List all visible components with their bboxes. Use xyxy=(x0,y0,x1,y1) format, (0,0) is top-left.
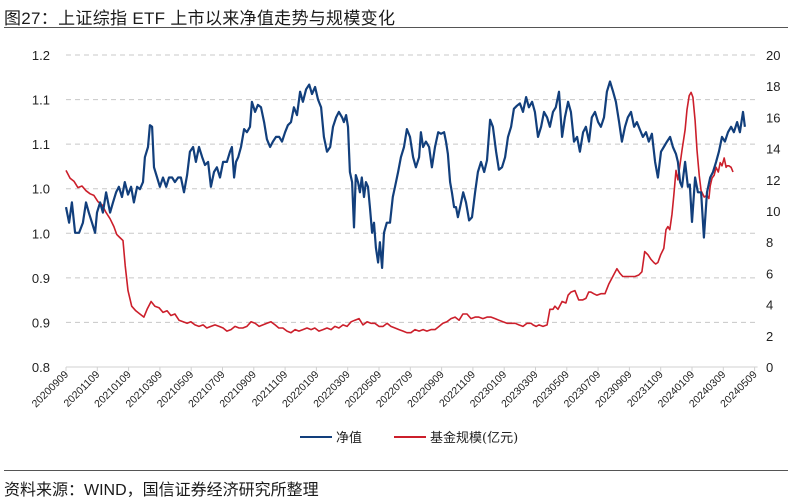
svg-text:2: 2 xyxy=(766,329,773,344)
title-divider xyxy=(4,27,788,28)
svg-text:1.1: 1.1 xyxy=(32,93,50,108)
svg-text:10: 10 xyxy=(766,204,780,219)
nav-series-line xyxy=(64,80,746,269)
x-axis-labels: 2020090920201109202101092021030920210509… xyxy=(30,369,760,411)
svg-text:0.9: 0.9 xyxy=(32,315,50,330)
svg-text:18: 18 xyxy=(766,79,780,94)
legend-swatch-fund-scale xyxy=(394,435,427,438)
svg-text:8: 8 xyxy=(766,235,773,250)
svg-text:1.0: 1.0 xyxy=(32,226,50,241)
svg-text:6: 6 xyxy=(766,266,773,281)
chart-legend: 净值 基金规模(亿元) xyxy=(300,427,540,446)
grid-lines xyxy=(66,54,758,323)
legend-item-nav: 净值 xyxy=(300,427,362,446)
left-y-axis-labels: 1.2 1.1 1.1 1.0 1.0 0.9 0.9 0.8 xyxy=(32,48,50,375)
figure-title: 图27：上证综指 ETF 上市以来净值走势与规模变化 xyxy=(4,9,396,28)
svg-text:0: 0 xyxy=(766,360,773,375)
svg-text:20: 20 xyxy=(766,48,780,63)
svg-text:0.9: 0.9 xyxy=(32,271,50,286)
svg-text:14: 14 xyxy=(766,142,780,157)
svg-text:0.8: 0.8 xyxy=(32,360,50,375)
svg-text:12: 12 xyxy=(766,173,780,188)
svg-text:1.0: 1.0 xyxy=(32,182,50,197)
legend-swatch-nav xyxy=(300,435,332,438)
svg-text:16: 16 xyxy=(766,110,780,125)
legend-item-fund-scale: 基金规模(亿元) xyxy=(394,427,518,446)
fund-scale-series-line xyxy=(65,91,734,334)
dual-axis-line-chart: 1.21.11.11.01.00.90.90.8 201816141210864… xyxy=(30,48,781,411)
axes xyxy=(65,366,758,371)
footer-divider xyxy=(4,470,788,471)
legend-label-fund-scale: 基金规模(亿元) xyxy=(430,431,519,446)
source-note: 资料来源：WIND，国信证券经济研究所整理 xyxy=(4,482,319,499)
legend-label-nav: 净值 xyxy=(336,431,363,446)
svg-text:1.2: 1.2 xyxy=(32,48,50,63)
svg-text:1.1: 1.1 xyxy=(32,137,50,152)
svg-text:4: 4 xyxy=(766,298,773,313)
